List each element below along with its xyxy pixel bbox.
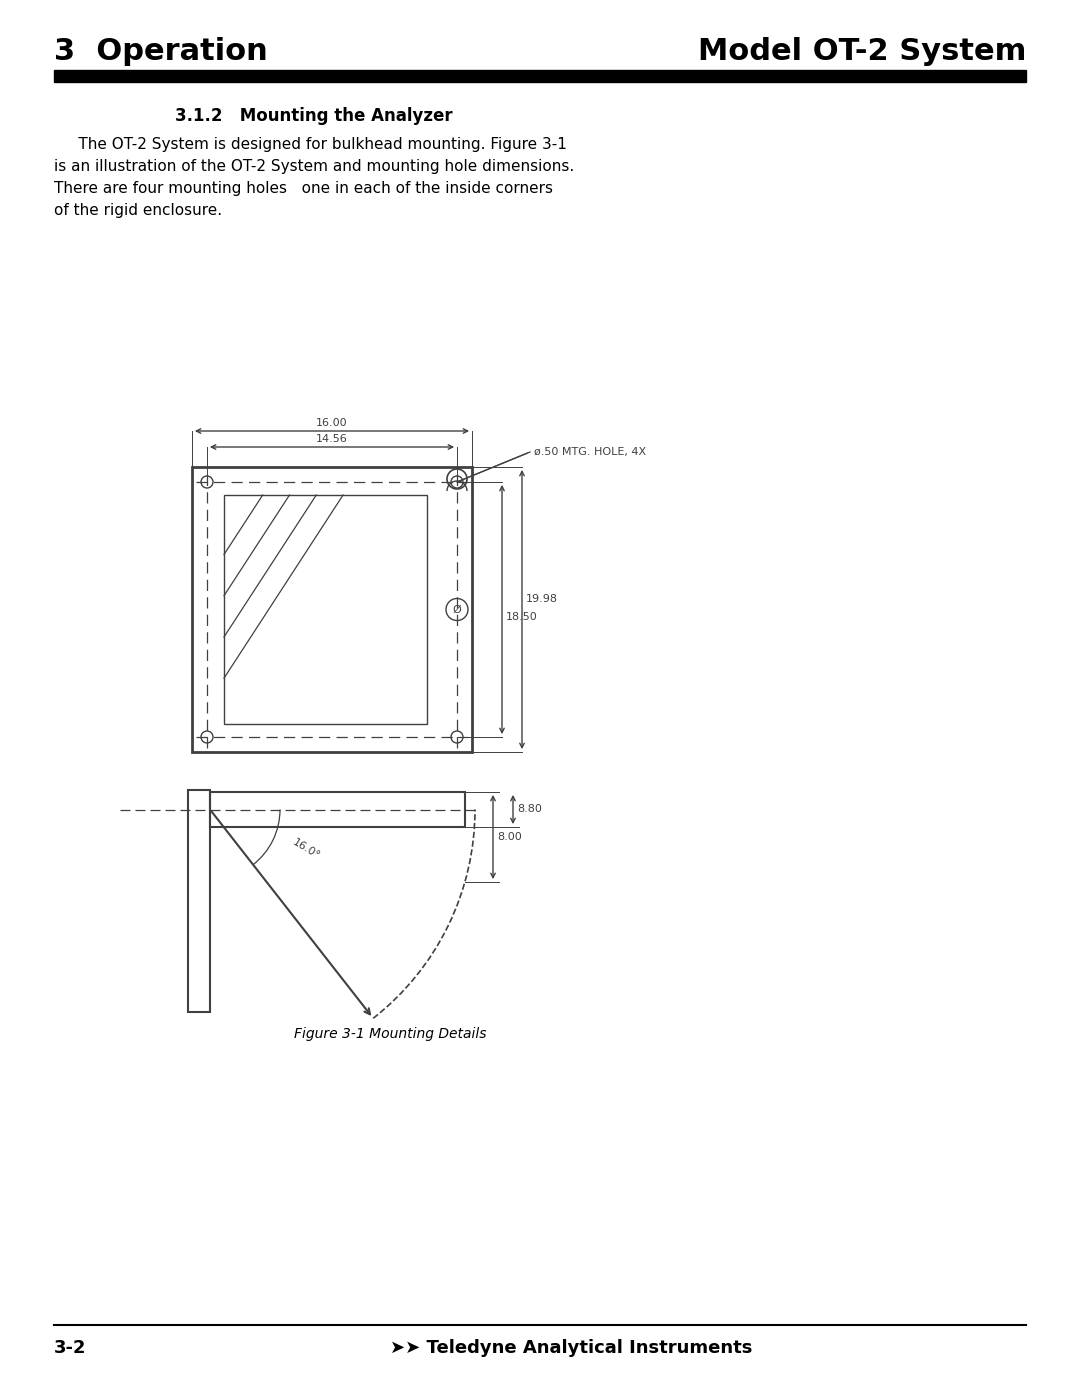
Bar [54, 70, 1026, 82]
Text: Ø: Ø [453, 605, 461, 615]
Text: ø.50 MTG. HOLE, 4X: ø.50 MTG. HOLE, 4X [534, 447, 646, 457]
Text: 8.80: 8.80 [517, 805, 542, 814]
Text: 18.50: 18.50 [507, 612, 538, 623]
Text: 19.98: 19.98 [526, 595, 558, 605]
Text: of the rigid enclosure.: of the rigid enclosure. [54, 203, 222, 218]
Bar [224, 495, 427, 724]
Text: 8.00: 8.00 [497, 833, 522, 842]
Text: 14.56: 14.56 [316, 434, 348, 444]
Text: 3  Operation: 3 Operation [54, 36, 268, 66]
Text: 16.0°: 16.0° [291, 837, 322, 861]
Text: There are four mounting holes   one in each of the inside corners: There are four mounting holes one in eac… [54, 182, 553, 196]
Text: 3.1.2   Mounting the Analyzer: 3.1.2 Mounting the Analyzer [175, 108, 453, 124]
Text: 3-2: 3-2 [54, 1338, 86, 1356]
Bar [192, 467, 472, 752]
Text: is an illustration of the OT-2 System and mounting hole dimensions.: is an illustration of the OT-2 System an… [54, 159, 575, 175]
Bar [188, 789, 210, 1011]
Bar [210, 792, 465, 827]
Text: ➤➤ Teledyne Analytical Instruments: ➤➤ Teledyne Analytical Instruments [390, 1338, 753, 1356]
Text: Model OT-2 System: Model OT-2 System [698, 36, 1026, 66]
Text: The OT-2 System is designed for bulkhead mounting. Figure 3-1: The OT-2 System is designed for bulkhead… [54, 137, 567, 152]
Text: 16.00: 16.00 [316, 418, 348, 427]
Text: Figure 3-1 Mounting Details: Figure 3-1 Mounting Details [294, 1027, 486, 1041]
